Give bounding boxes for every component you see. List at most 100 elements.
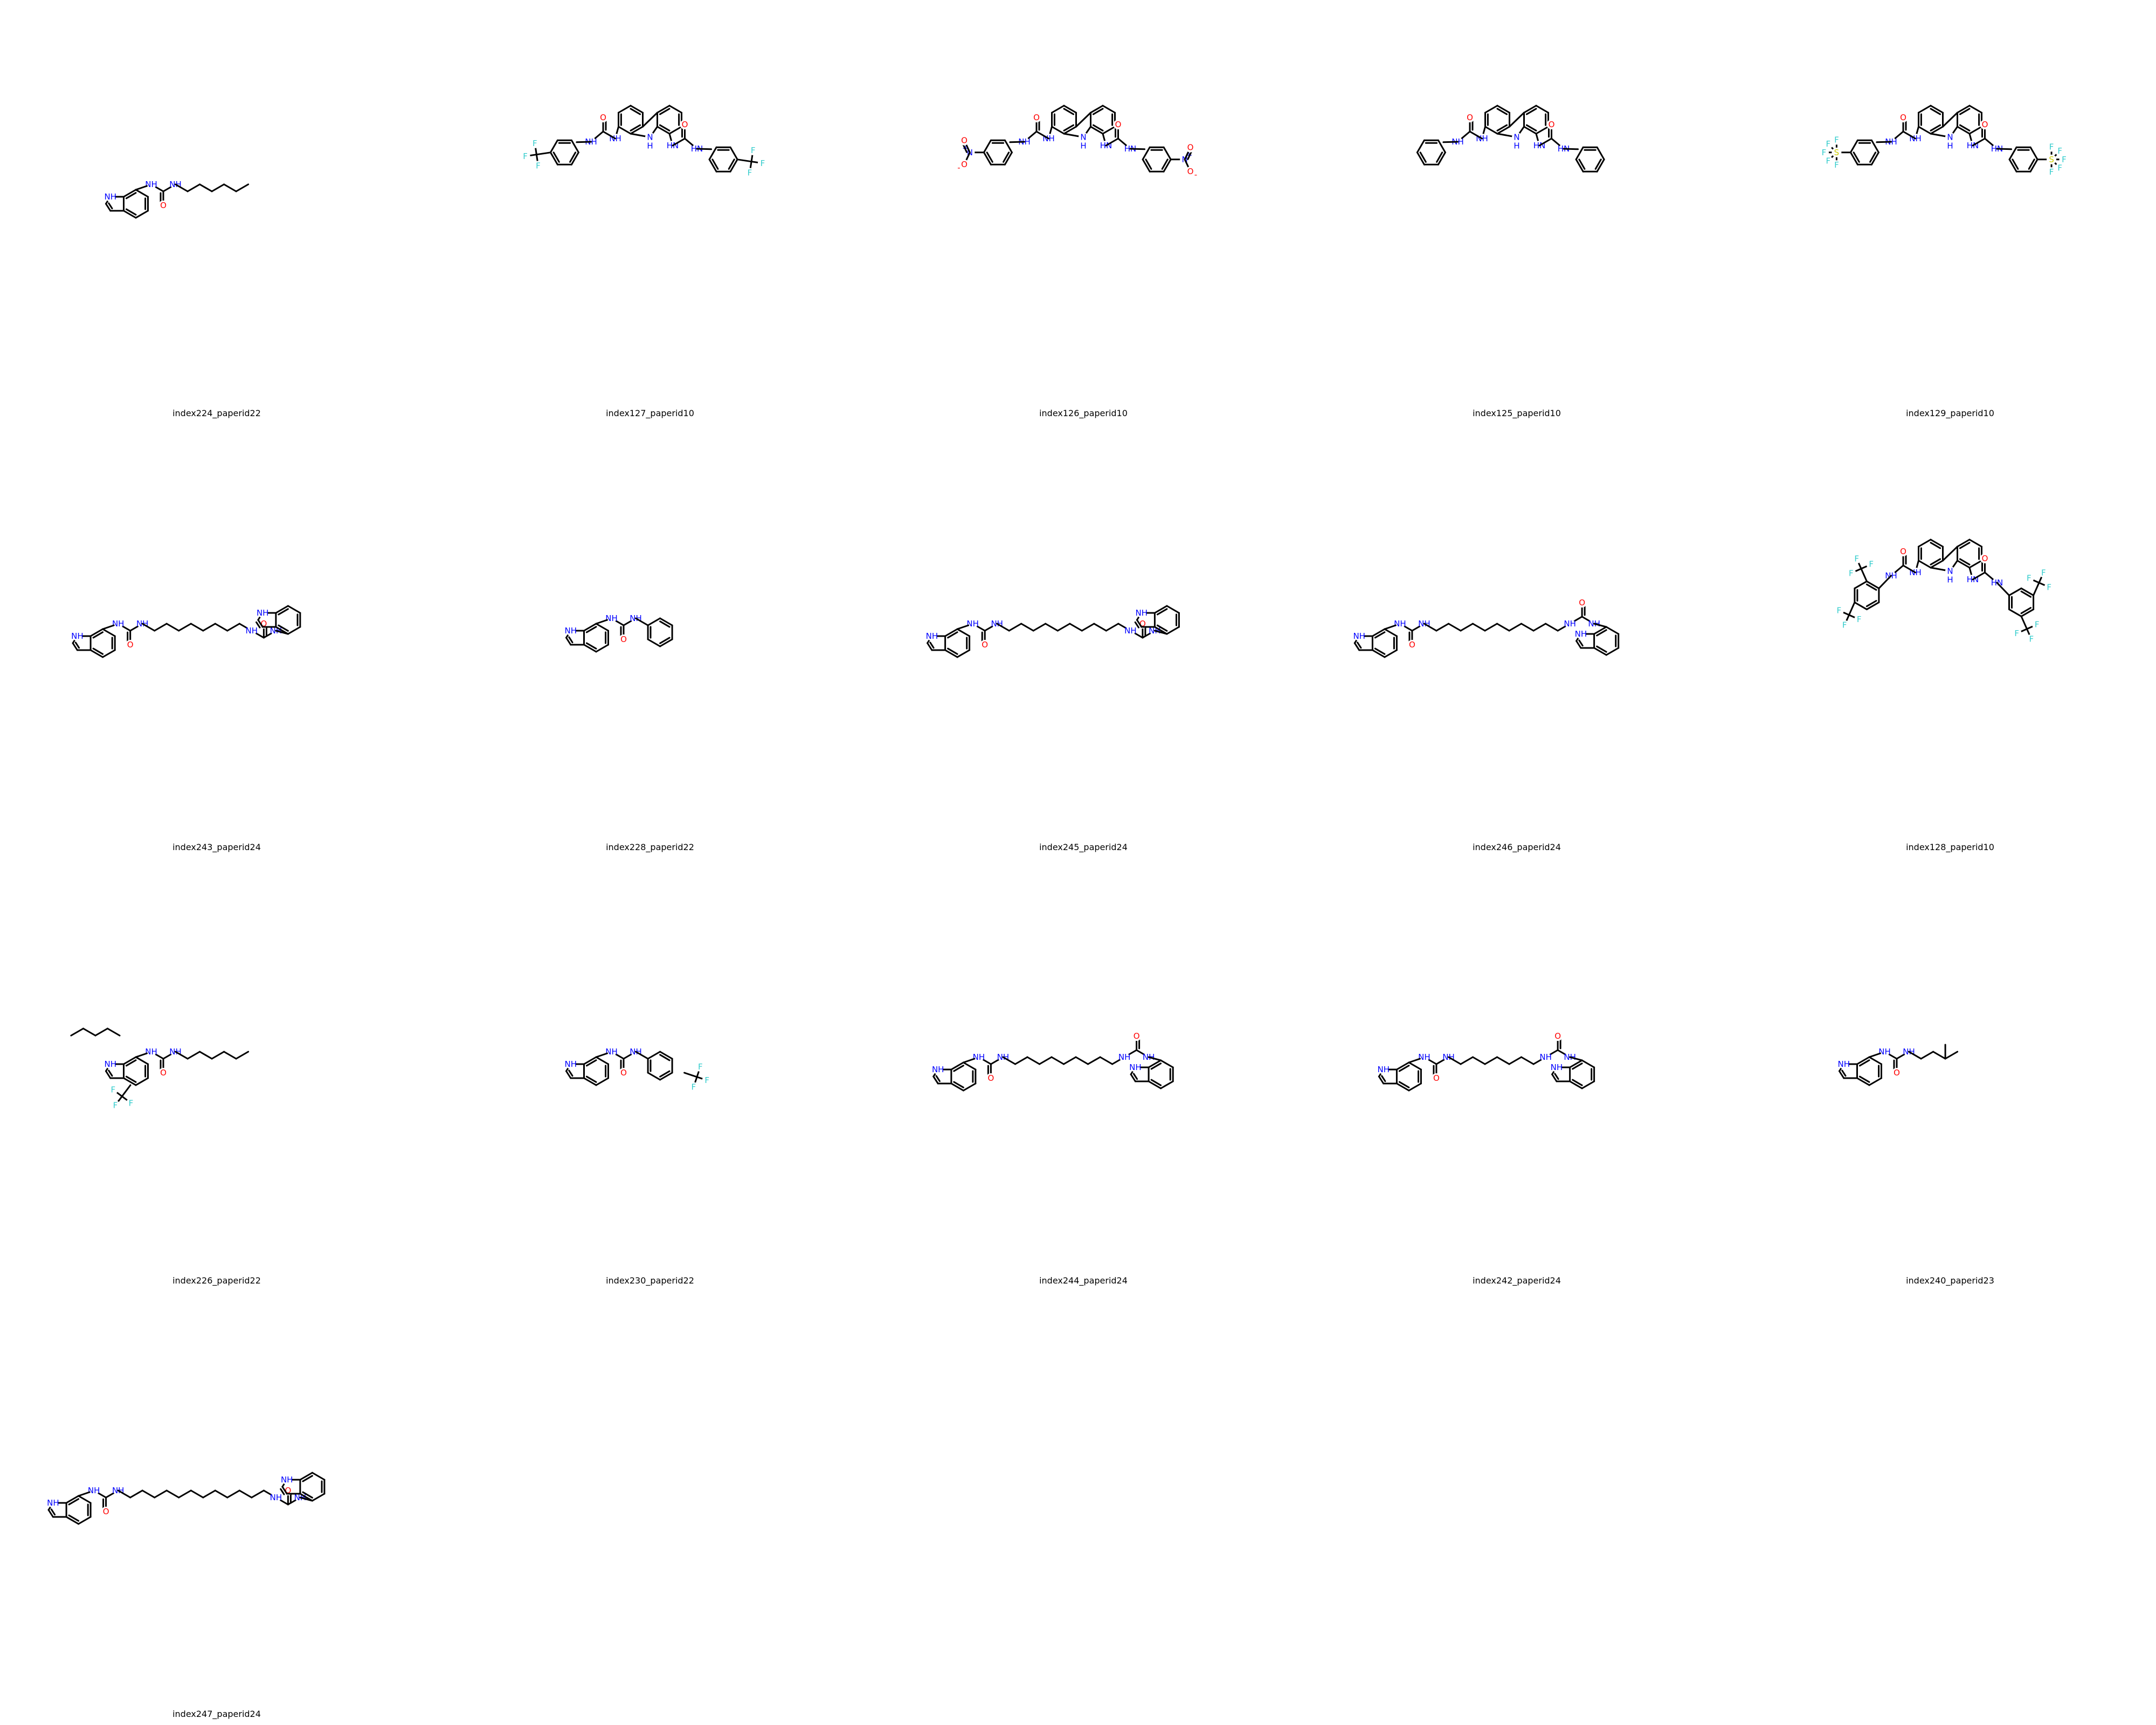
atom-mask — [126, 1098, 136, 1108]
fluorine-label: F — [698, 1062, 703, 1072]
ring-bond — [1856, 1077, 1870, 1086]
chain-bond — [1051, 1056, 1065, 1065]
ring-double-bond — [302, 1475, 313, 1482]
ring-double-bond — [1930, 558, 1941, 565]
fluorine-label: F — [748, 168, 752, 178]
ring-double-bond — [278, 608, 289, 616]
bond — [635, 617, 649, 626]
ring-double-bond — [1374, 631, 1386, 639]
urea-bond — [1538, 137, 1552, 147]
fluorine-label: F — [2057, 163, 2062, 172]
atom-mask — [1512, 132, 1522, 142]
bond — [1593, 623, 1607, 628]
oxygen-label: O — [1894, 1068, 1900, 1078]
ring-bond — [78, 1495, 92, 1504]
ring-double-bond — [1578, 158, 1586, 170]
ring-bond — [549, 139, 558, 154]
atom-mask — [1131, 1031, 1142, 1041]
ring-double-bond — [1063, 124, 1075, 132]
chain-bond — [1002, 1056, 1016, 1065]
ring-bond — [1605, 626, 1620, 635]
chain-bond — [141, 623, 156, 632]
ring-bond — [1968, 126, 1982, 135]
ring-bond — [647, 1051, 661, 1060]
molecule-label: index243_paperid24 — [172, 842, 261, 853]
ring-double-bond — [1858, 1059, 1870, 1067]
bond — [1408, 1058, 1421, 1064]
ring-double-bond — [1930, 124, 1941, 132]
ring-bond — [1496, 105, 1510, 114]
molecule-label: index226_paperid22 — [172, 1275, 261, 1286]
indole-nh-label: NH — [1129, 1062, 1142, 1072]
chain-bond — [1460, 623, 1474, 632]
ring-bond — [1437, 151, 1446, 165]
oxygen-label: O — [1579, 598, 1585, 608]
bond — [135, 1052, 148, 1058]
double-bond — [1554, 1073, 1559, 1080]
ring-bond — [1968, 105, 1982, 114]
ring-bond — [657, 105, 671, 114]
chain-bond — [1496, 1056, 1510, 1065]
chain-bond — [1093, 623, 1107, 632]
indole-nh-label: NH — [1838, 1059, 1850, 1069]
atom-mask — [748, 145, 758, 155]
atom-mask — [2032, 619, 2042, 630]
chain-bond — [1508, 623, 1522, 632]
ring-double-bond — [1525, 124, 1537, 132]
oxygen-label: O — [1982, 120, 1988, 129]
chain-bond — [1032, 623, 1047, 632]
molecule-label: index247_paperid24 — [172, 1709, 261, 1720]
ring-bond — [1496, 126, 1510, 135]
oxygen-label: O — [1139, 619, 1146, 629]
pyrrole-bond — [1509, 112, 1525, 128]
ring-double-bond — [986, 151, 993, 163]
atom-mask — [757, 158, 768, 168]
atom-mask — [702, 1075, 712, 1085]
ring-bond — [647, 1072, 661, 1081]
chain-bond — [1045, 623, 1059, 632]
oxygen-label: O — [1033, 113, 1040, 122]
nh-label: NH — [1564, 619, 1576, 629]
atom-mask — [1945, 566, 1955, 576]
sulfur-label: S — [2049, 155, 2054, 164]
ring-bond — [2020, 587, 2035, 596]
bond — [1384, 624, 1397, 630]
double-bond — [935, 1075, 941, 1082]
ring-double-bond — [659, 108, 671, 115]
atom-mask — [1819, 147, 1829, 157]
oxygen-label: O — [260, 619, 267, 629]
atom-mask — [1565, 619, 1575, 629]
molecule-label: index245_paperid24 — [1039, 842, 1128, 853]
ring-bond — [549, 151, 558, 165]
ring-bond — [708, 158, 717, 172]
oxygen-label: O — [987, 1073, 994, 1083]
ring-double-bond — [947, 647, 958, 655]
ring-bond — [1395, 1061, 1410, 1071]
double-bond — [568, 636, 573, 644]
indole-nh-label: NH — [71, 631, 84, 641]
ring-double-bond — [68, 1498, 80, 1506]
oxygen-label: O — [1554, 1031, 1561, 1041]
ring-bond — [1957, 105, 1971, 114]
chain-bond — [1014, 1056, 1028, 1065]
ring-double-bond — [1596, 629, 1607, 637]
ring-bond — [1575, 158, 1584, 172]
ring-bond — [1596, 146, 1605, 161]
ring-bond — [1918, 539, 1932, 548]
molecule-label: index125_paperid10 — [1473, 408, 1561, 419]
chain-bond — [251, 1489, 265, 1499]
ring-bond — [1051, 126, 1065, 135]
ring-bond — [729, 158, 738, 172]
ring-bond — [1849, 151, 1858, 165]
atom-mask — [158, 201, 168, 210]
ring-bond — [2029, 146, 2038, 161]
atom-mask — [1823, 139, 1833, 149]
nh-label: NH — [1394, 619, 1406, 629]
atom-mask — [1840, 620, 1850, 630]
ring-double-bond — [1869, 151, 1877, 163]
ring-bond — [1569, 1080, 1583, 1089]
ring-double-bond — [1572, 1062, 1583, 1070]
ring-bond — [1142, 158, 1151, 172]
chain-bond — [82, 1027, 96, 1037]
chain-bond — [226, 623, 240, 632]
